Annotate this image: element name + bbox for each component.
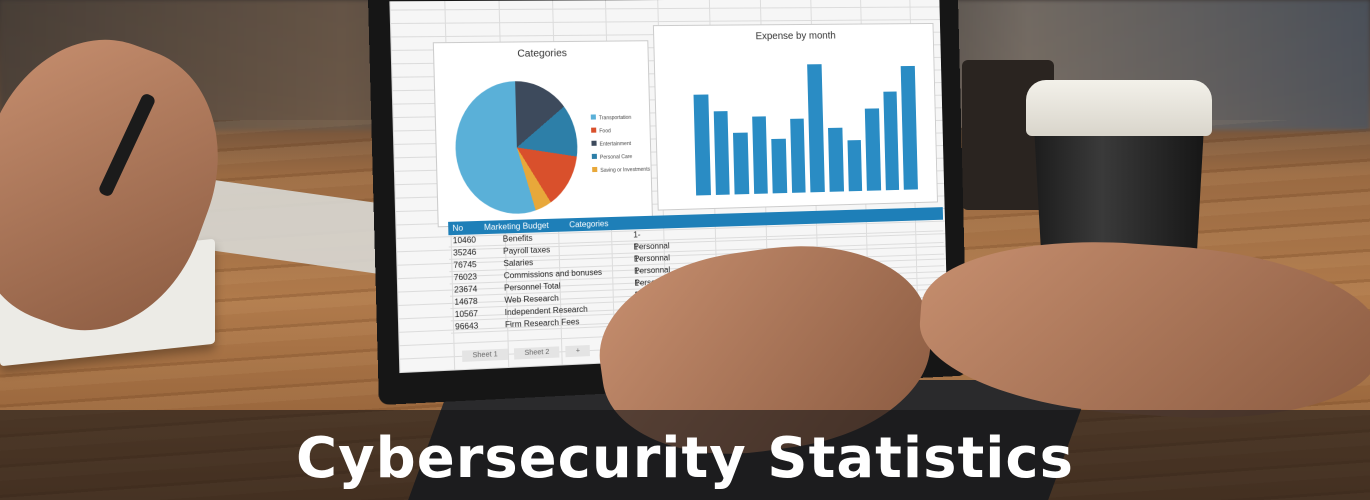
bar	[901, 66, 918, 190]
sheet-tab: +	[565, 344, 591, 358]
bar	[883, 91, 900, 191]
table-cell: 1-Personnal	[633, 254, 671, 276]
table-cell: 35246	[452, 247, 477, 258]
bar	[771, 138, 788, 194]
table-cell: 14678	[454, 296, 478, 307]
header-cell: No	[452, 223, 464, 234]
bar	[790, 118, 807, 193]
table-cell: 10567	[454, 309, 479, 320]
bar	[847, 140, 863, 192]
bar	[713, 110, 730, 195]
legend-label: Saving or Investments	[600, 166, 651, 174]
bar	[751, 116, 769, 194]
bar-title: Expense by month	[755, 30, 836, 43]
table-cell: 76023	[453, 272, 478, 283]
title-band: Cybersecurity Statistics	[0, 410, 1370, 500]
bar-chart	[693, 63, 918, 196]
banner-title: Cybersecurity Statistics	[296, 425, 1074, 491]
table-cell: 96643	[454, 321, 479, 332]
legend-item: Saving or Investments	[592, 164, 650, 179]
table-cell: 1-Personnal	[633, 230, 670, 252]
pie-title: Categories	[517, 48, 568, 60]
legend-item: Food	[591, 125, 649, 139]
table-cell: 23674	[453, 284, 478, 295]
bar	[733, 132, 750, 195]
table-cell: 1-Personnal	[633, 242, 671, 264]
coffee-lid	[1026, 80, 1212, 136]
pie-chart	[453, 80, 580, 216]
sheet-tab: Sheet 1	[462, 348, 509, 362]
table-cell: 76745	[453, 259, 477, 270]
legend-item: Entertainment	[591, 138, 649, 152]
pie-legend: Transportation Food Entertainment Personal …	[590, 111, 651, 179]
legend-label: Entertainment	[599, 140, 632, 148]
legend-label: Food	[599, 128, 611, 135]
legend-label: Personal Care	[599, 154, 633, 161]
bar	[693, 94, 711, 196]
sheet-tab: Sheet 2	[514, 346, 560, 360]
bar	[864, 107, 881, 191]
bar-chart-panel: Expense by month	[652, 22, 938, 211]
legend-item: Transportation	[590, 111, 649, 125]
bar	[807, 64, 825, 193]
header-cell: Categories	[569, 219, 609, 230]
legend-label: Transportation	[598, 114, 632, 122]
bar	[828, 127, 844, 192]
pie-chart-panel: Categories Transportation Food Entertainme…	[432, 40, 653, 228]
table-cell: 10460	[452, 235, 477, 246]
